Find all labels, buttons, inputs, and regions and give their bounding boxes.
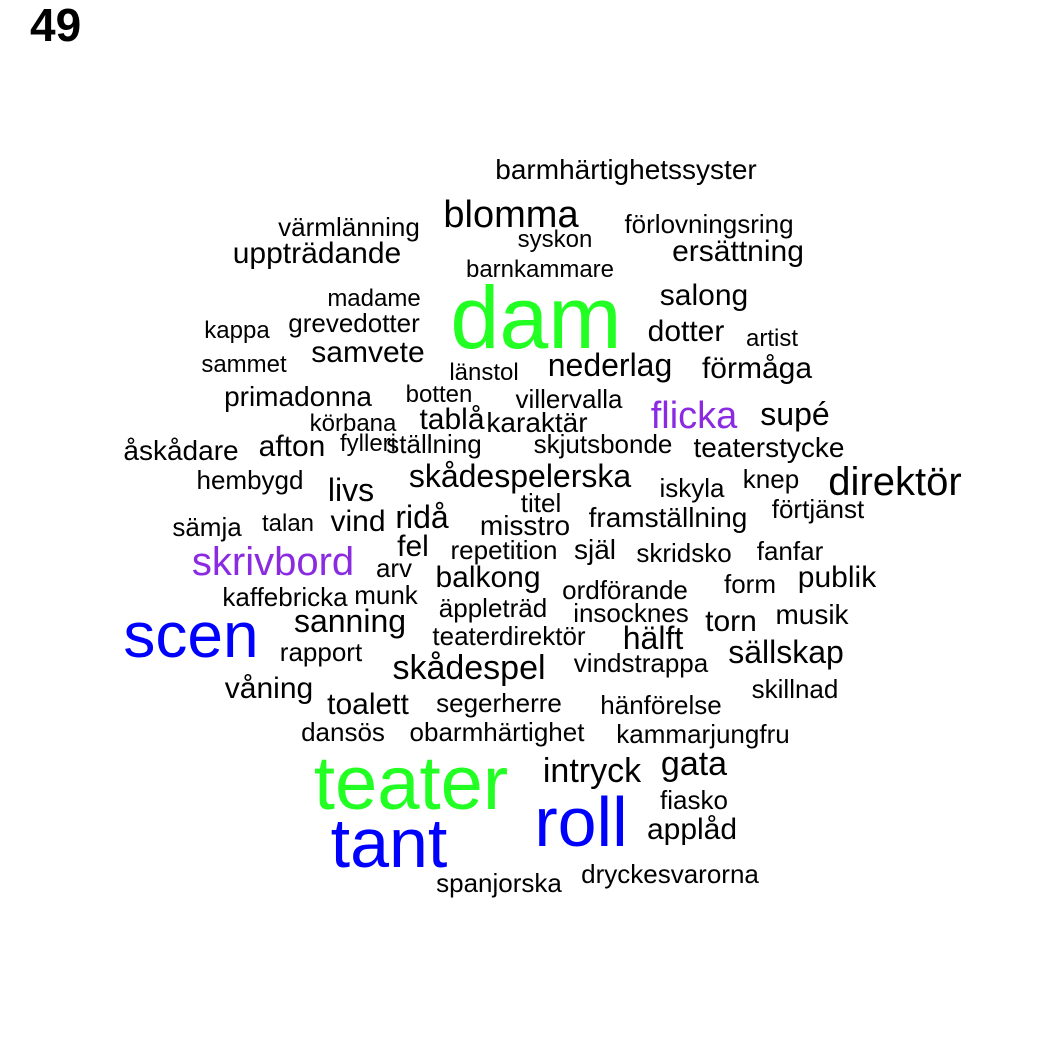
- cloud-word: skillnad: [751, 674, 839, 704]
- cloud-word: form: [724, 569, 776, 599]
- cloud-word: sammet: [201, 351, 287, 378]
- cloud-word: vindstrappa: [573, 648, 709, 678]
- cloud-word: insocknes: [573, 598, 689, 628]
- cloud-word: madame: [327, 285, 421, 312]
- cloud-word: grevedotter: [288, 308, 420, 338]
- cloud-word: ersättning: [672, 235, 804, 268]
- cloud-word: barmhärtighetssyster: [495, 154, 757, 185]
- cloud-word: titel: [520, 488, 562, 518]
- cloud-word: fel: [397, 530, 429, 563]
- cloud-word: knep: [742, 464, 800, 494]
- cloud-word: misstro: [479, 510, 571, 541]
- cloud-word: fanfar: [756, 536, 824, 566]
- cloud-word: primadonna: [224, 381, 372, 412]
- cloud-word: toalett: [327, 688, 409, 721]
- cloud-word: hembygd: [196, 465, 304, 495]
- cloud-word: direktör: [828, 460, 962, 504]
- cloud-word: spanjorska: [436, 868, 562, 898]
- cloud-word: sällskap: [728, 634, 844, 670]
- cloud-word: kappa: [204, 317, 270, 344]
- cloud-word: segerherre: [436, 688, 562, 718]
- cloud-word: samvete: [311, 336, 425, 369]
- cloud-word: kaffebricka: [222, 582, 348, 612]
- cloud-word: rapport: [279, 637, 363, 667]
- cloud-word: nederlag: [547, 347, 673, 383]
- cloud-word: skjutsbonde: [533, 429, 673, 459]
- cloud-word: skådespelerska: [408, 458, 632, 494]
- cloud-word: roll: [534, 783, 628, 861]
- cloud-word: ordförande: [562, 575, 688, 605]
- cloud-word: artist: [745, 325, 799, 352]
- cloud-word: sanning: [293, 603, 407, 639]
- cloud-word: länstol: [449, 359, 519, 386]
- cloud-word: uppträdande: [232, 237, 402, 270]
- cloud-word: sämja: [172, 512, 242, 542]
- cloud-word: scen: [123, 599, 259, 671]
- cloud-word: dansös: [301, 717, 385, 747]
- cloud-word: skådespel: [392, 649, 546, 687]
- cloud-word: dryckesvarorna: [581, 859, 759, 889]
- cloud-word: själ: [573, 534, 617, 565]
- cloud-word: fylleri: [339, 430, 397, 457]
- cloud-word: villervalla: [515, 384, 623, 414]
- cloud-word: applåd: [646, 813, 738, 846]
- cloud-word: karaktär: [486, 407, 588, 438]
- cloud-word: barnkammare: [465, 256, 615, 283]
- cloud-word: torn: [705, 605, 757, 638]
- cloud-word: ställning: [386, 429, 482, 459]
- cloud-word: repetition: [450, 535, 558, 565]
- cloud-word: förlovningsring: [624, 209, 794, 239]
- cloud-word: musik: [775, 599, 849, 630]
- cloud-word: botten: [405, 381, 473, 408]
- cloud-word: skrivbord: [191, 540, 355, 584]
- cloud-word: publik: [797, 561, 877, 594]
- cloud-word: skridsko: [636, 538, 732, 568]
- cloud-word: talan: [261, 510, 315, 537]
- cloud-word: teater: [313, 741, 509, 826]
- cloud-word: gata: [660, 745, 728, 783]
- cloud-word: balkong: [435, 561, 541, 594]
- cloud-word: tablå: [419, 403, 485, 436]
- cloud-word: framställning: [588, 502, 748, 533]
- cloud-word: supé: [760, 396, 830, 432]
- cloud-word: förmåga: [701, 352, 813, 385]
- cloud-word: obarmhärtighet: [409, 717, 585, 747]
- cloud-word: arv: [375, 553, 413, 583]
- cloud-word: fiasko: [660, 785, 728, 815]
- cloud-word: teaterdirektör: [432, 621, 586, 651]
- cloud-word: teaterstycke: [693, 432, 845, 463]
- page-number: 49: [30, 0, 82, 51]
- cloud-word: salong: [659, 279, 749, 312]
- cloud-word: kammarjungfru: [616, 719, 790, 749]
- cloud-word: åskådare: [123, 435, 239, 466]
- cloud-word: dam: [450, 268, 622, 367]
- cloud-word: äppleträd: [438, 593, 548, 623]
- cloud-word: våning: [224, 672, 314, 705]
- cloud-word: tant: [330, 804, 448, 882]
- cloud-word: körbana: [309, 410, 397, 437]
- cloud-word: flicka: [650, 395, 738, 437]
- cloud-word: värmlänning: [278, 212, 420, 242]
- cloud-word: livs: [327, 472, 375, 508]
- cloud-word: förtjänst: [771, 494, 865, 524]
- cloud-word: munk: [354, 580, 418, 610]
- cloud-word: hänförelse: [600, 690, 722, 720]
- cloud-word: iskyla: [659, 473, 725, 503]
- cloud-word: dotter: [647, 315, 725, 348]
- cloud-word: vind: [330, 505, 386, 538]
- cloud-word: blomma: [443, 194, 579, 236]
- cloud-word: ridå: [395, 499, 449, 535]
- cloud-word: syskon: [517, 226, 593, 253]
- cloud-word: afton: [258, 430, 326, 463]
- cloud-word: intryck: [542, 752, 642, 790]
- cloud-word: hälft: [622, 620, 684, 656]
